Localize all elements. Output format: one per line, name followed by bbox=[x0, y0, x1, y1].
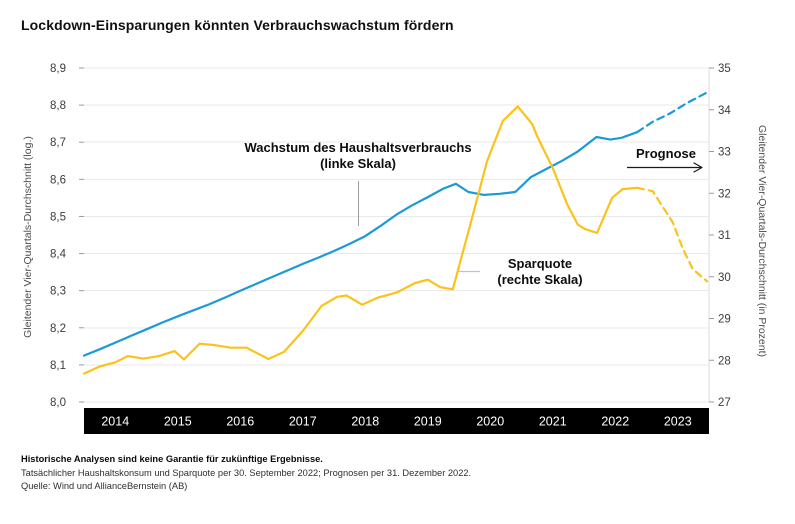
right-axis-tick-label: 27 bbox=[718, 397, 731, 409]
consumption-line-forecast bbox=[636, 91, 709, 134]
savings-line-solid bbox=[82, 105, 639, 375]
left-axis-tick-label: 8,6 bbox=[50, 174, 66, 186]
savings-series-label-line1: Sparquote bbox=[507, 256, 573, 271]
right-axis-tick-label: 34 bbox=[718, 105, 731, 117]
right-axis-tick-label: 35 bbox=[718, 63, 731, 75]
right-axis-tick-label: 28 bbox=[718, 355, 731, 367]
x-axis-year-label: 2015 bbox=[164, 415, 192, 429]
consumption-line-solid bbox=[82, 131, 639, 357]
gridlines bbox=[84, 67, 709, 403]
forecast-label: Prognose bbox=[636, 146, 696, 161]
right-axis-tick-label: 31 bbox=[718, 230, 731, 242]
x-axis-year-label: 2021 bbox=[539, 415, 567, 429]
disclaimer-text: Historische Analysen sind keine Garantie… bbox=[21, 454, 323, 464]
left-axis-tick-label: 8,7 bbox=[50, 137, 66, 149]
left-axis-tick-label: 8,1 bbox=[50, 360, 66, 372]
savings-series-label-line2: (rechte Skala) bbox=[497, 272, 583, 287]
note-text: Tatsächlicher Haushaltskonsum und Sparqu… bbox=[21, 468, 472, 478]
savings-line-forecast bbox=[636, 186, 709, 283]
left-axis-tick-label: 8,9 bbox=[50, 63, 66, 75]
annotation-shapes bbox=[358, 162, 703, 273]
left-axis-tick-label: 8,2 bbox=[50, 323, 66, 335]
left-axis-title: Gleitender Vier-Quartals-Durchschnitt (l… bbox=[22, 136, 34, 338]
savings-series-label: Sparquote (rechte Skala) bbox=[470, 256, 610, 288]
left-axis-tick-label: 8,5 bbox=[50, 211, 66, 223]
left-axis-tick-label: 8,3 bbox=[50, 286, 66, 298]
x-axis-year-label: 2018 bbox=[351, 415, 379, 429]
source-text: Quelle: Wind und AllianceBernstein (AB) bbox=[21, 481, 188, 491]
x-axis-bar bbox=[84, 408, 709, 434]
x-axis-year-label: 2017 bbox=[289, 415, 317, 429]
x-axis-year-label: 2023 bbox=[664, 415, 692, 429]
page-title: Lockdown-Einsparungen könnten Verbrauchs… bbox=[21, 17, 454, 33]
right-axis-tick-label: 32 bbox=[718, 188, 731, 200]
right-axis-title: Gleitender Vier-Quartals-Durchschnitt (i… bbox=[756, 124, 768, 358]
axes: 8,9 8,8 8,7 8,6 8,5 8,4 8,3 8,2 8,1 8,0 35 34 33 32 31… bbox=[50, 63, 731, 434]
left-axis-tick-label: 8,4 bbox=[50, 249, 67, 261]
right-axis-tick-label: 33 bbox=[718, 147, 731, 159]
x-axis-year-label: 2019 bbox=[414, 415, 442, 429]
x-axis-year-label: 2014 bbox=[101, 415, 129, 429]
left-axis-tick-label: 8,0 bbox=[50, 397, 66, 409]
series-lines bbox=[82, 91, 709, 375]
right-axis-tick-label: 30 bbox=[718, 272, 731, 284]
left-axis-tick-label: 8,8 bbox=[50, 100, 66, 112]
consumption-series-label-line1: Wachstum des Haushaltsverbrauchs bbox=[244, 140, 472, 155]
x-axis-year-label: 2016 bbox=[226, 415, 254, 429]
consumption-series-label: Wachstum des Haushaltsverbrauchs (linke … bbox=[228, 140, 488, 172]
x-axis-year-label: 2020 bbox=[476, 415, 504, 429]
x-axis-year-label: 2022 bbox=[601, 415, 629, 429]
right-axis-tick-label: 29 bbox=[718, 314, 731, 326]
forecast-arrow-head-icon bbox=[693, 162, 703, 173]
consumption-series-label-line2: (linke Skala) bbox=[320, 156, 396, 171]
